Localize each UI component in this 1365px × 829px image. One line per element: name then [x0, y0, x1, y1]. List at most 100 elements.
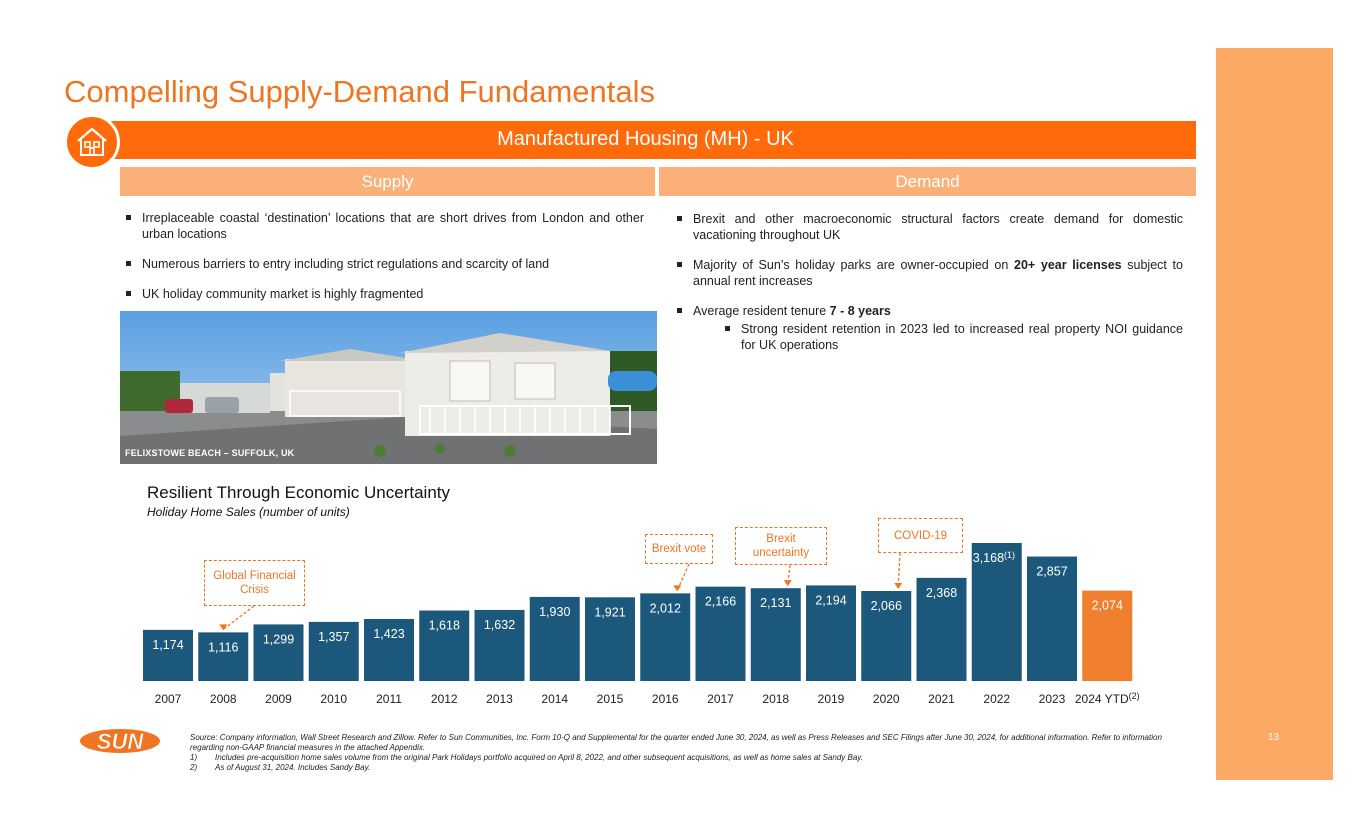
- supply-list: Irreplaceable coastal ‘destination’ loca…: [122, 210, 644, 316]
- category-label: 2011: [376, 692, 402, 706]
- data-label: 2,074: [1092, 599, 1123, 613]
- category-label: 2012: [431, 692, 458, 706]
- bar: [971, 543, 1022, 681]
- category-label: 2013: [486, 692, 513, 706]
- category-label: 2019: [818, 692, 845, 706]
- photo-caption: FELIXSTOWE BEACH – SUFFOLK, UK: [125, 448, 295, 458]
- sun-logo: SUN: [80, 729, 160, 754]
- annotation-brexit-uncertainty: Brexit uncertainty: [735, 527, 827, 565]
- section-banner-text: Manufactured Housing (MH) - UK: [497, 128, 794, 150]
- demand-list: Brexit and other macroeconomic structura…: [673, 211, 1183, 367]
- category-label: 2015: [597, 692, 624, 706]
- section-banner: Manufactured Housing (MH) - UK: [95, 121, 1196, 159]
- category-label: 2008: [210, 692, 237, 706]
- demand-item-text: Average resident tenure: [693, 304, 830, 318]
- category-superscript: (2): [1129, 691, 1140, 701]
- category-label: 2021: [928, 692, 955, 706]
- category-label: 2007: [155, 692, 182, 706]
- category-label: 2024 YTD(2): [1075, 691, 1140, 706]
- bar: [529, 596, 580, 681]
- demand-sub-item: Strong resident retention in 2023 led to…: [673, 321, 1183, 353]
- house-icon: [64, 114, 120, 170]
- bar: [585, 597, 635, 681]
- bar: [916, 577, 967, 681]
- supply-heading: Supply: [120, 167, 655, 196]
- annotation-pointer: [222, 605, 255, 630]
- chart-subtitle: Holiday Home Sales (number of units): [147, 505, 350, 519]
- bar: [806, 585, 856, 681]
- bar: [861, 591, 912, 681]
- data-label: 2,012: [650, 601, 681, 615]
- demand-item-bold: 20+ year licenses: [1014, 258, 1122, 272]
- data-label-superscript: (1): [1004, 550, 1015, 560]
- footnotes: Source: Company information, Wall Street…: [190, 733, 1190, 773]
- footnote-number: 1): [190, 753, 198, 762]
- chart-title: Resilient Through Economic Uncertainty: [147, 483, 450, 502]
- data-label: 2,368: [926, 586, 957, 600]
- footnote-row: 2) As of August 31, 2024. Includes Sandy…: [190, 763, 1190, 773]
- holiday-park-photo: FELIXSTOWE BEACH – SUFFOLK, UK: [120, 311, 657, 464]
- bar: [750, 588, 801, 681]
- bar: [253, 624, 304, 681]
- svg-text:SUN: SUN: [97, 729, 145, 754]
- supply-item: Numerous barriers to entry including str…: [122, 256, 644, 272]
- demand-item: Average resident tenure 7 - 8 years: [673, 303, 1183, 319]
- footnote-row: 1) Includes pre-acquisition home sales v…: [190, 753, 1190, 763]
- data-label: 1,116: [208, 640, 238, 654]
- annotation-arrowhead: [783, 580, 792, 587]
- data-label: 1,632: [484, 618, 515, 632]
- annotation-arrowhead: [673, 585, 682, 592]
- bar: [640, 593, 691, 681]
- annotation-arrowhead: [894, 583, 903, 590]
- bar: [1027, 556, 1077, 681]
- data-label: 1,921: [594, 605, 625, 619]
- data-label: 2,131: [760, 596, 791, 610]
- data-label: 1,299: [263, 632, 294, 646]
- right-side-panel: [1216, 48, 1333, 780]
- category-label: 2010: [320, 692, 347, 706]
- page-number: 13: [1268, 732, 1280, 743]
- annotation-pointer: [897, 552, 901, 589]
- data-label: 1,357: [318, 630, 349, 644]
- footnote-text: As of August 31, 2024. Includes Sandy Ba…: [215, 763, 371, 772]
- category-label: 2014: [541, 692, 568, 706]
- supply-item: UK holiday community market is highly fr…: [122, 286, 644, 302]
- demand-item: Majority of Sun’s holiday parks are owne…: [673, 257, 1183, 289]
- demand-item-text: subject to annual rent increases: [693, 258, 1183, 288]
- bar: [1082, 590, 1133, 681]
- supply-item: Irreplaceable coastal ‘destination’ loca…: [122, 210, 644, 242]
- demand-heading: Demand: [659, 167, 1196, 196]
- footnote-text: Includes pre-acquisition home sales volu…: [215, 753, 863, 762]
- bar: [474, 609, 525, 681]
- data-label: 2,066: [871, 599, 902, 613]
- bar: [364, 619, 414, 681]
- data-label: 1,423: [373, 627, 404, 641]
- demand-item-bold: 7 - 8 years: [829, 304, 891, 318]
- category-label: 2020: [873, 692, 900, 706]
- data-label: 1,930: [539, 605, 570, 619]
- bar: [143, 629, 193, 681]
- annotation-brexit-vote: Brexit vote: [645, 534, 713, 564]
- footnote-number: 2): [190, 763, 198, 772]
- category-label: 2016: [652, 692, 679, 706]
- category-label: 2017: [707, 692, 734, 706]
- annotation-arrowhead: [219, 624, 228, 631]
- category-label: 2018: [762, 692, 789, 706]
- bar: [198, 632, 249, 681]
- annotation-covid-19: COVID-19: [878, 518, 963, 553]
- demand-item-text: Majority of Sun’s holiday parks are owne…: [693, 258, 1014, 272]
- category-label: 2009: [265, 692, 292, 706]
- bar: [308, 621, 359, 681]
- data-label: 2,194: [815, 593, 846, 607]
- bar: [419, 610, 470, 681]
- demand-item: Brexit and other macroeconomic structura…: [673, 211, 1183, 243]
- data-label: 2,857: [1036, 565, 1067, 579]
- data-label: 2,166: [705, 595, 736, 609]
- bar: [695, 586, 746, 681]
- category-label: 2023: [1039, 692, 1066, 706]
- data-label: 1,174: [152, 638, 183, 652]
- annotation-global-financial-crisis: Global Financial Crisis: [204, 560, 305, 606]
- page-title: Compelling Supply-Demand Fundamentals: [64, 74, 656, 109]
- source-note: Source: Company information, Wall Street…: [190, 733, 1162, 752]
